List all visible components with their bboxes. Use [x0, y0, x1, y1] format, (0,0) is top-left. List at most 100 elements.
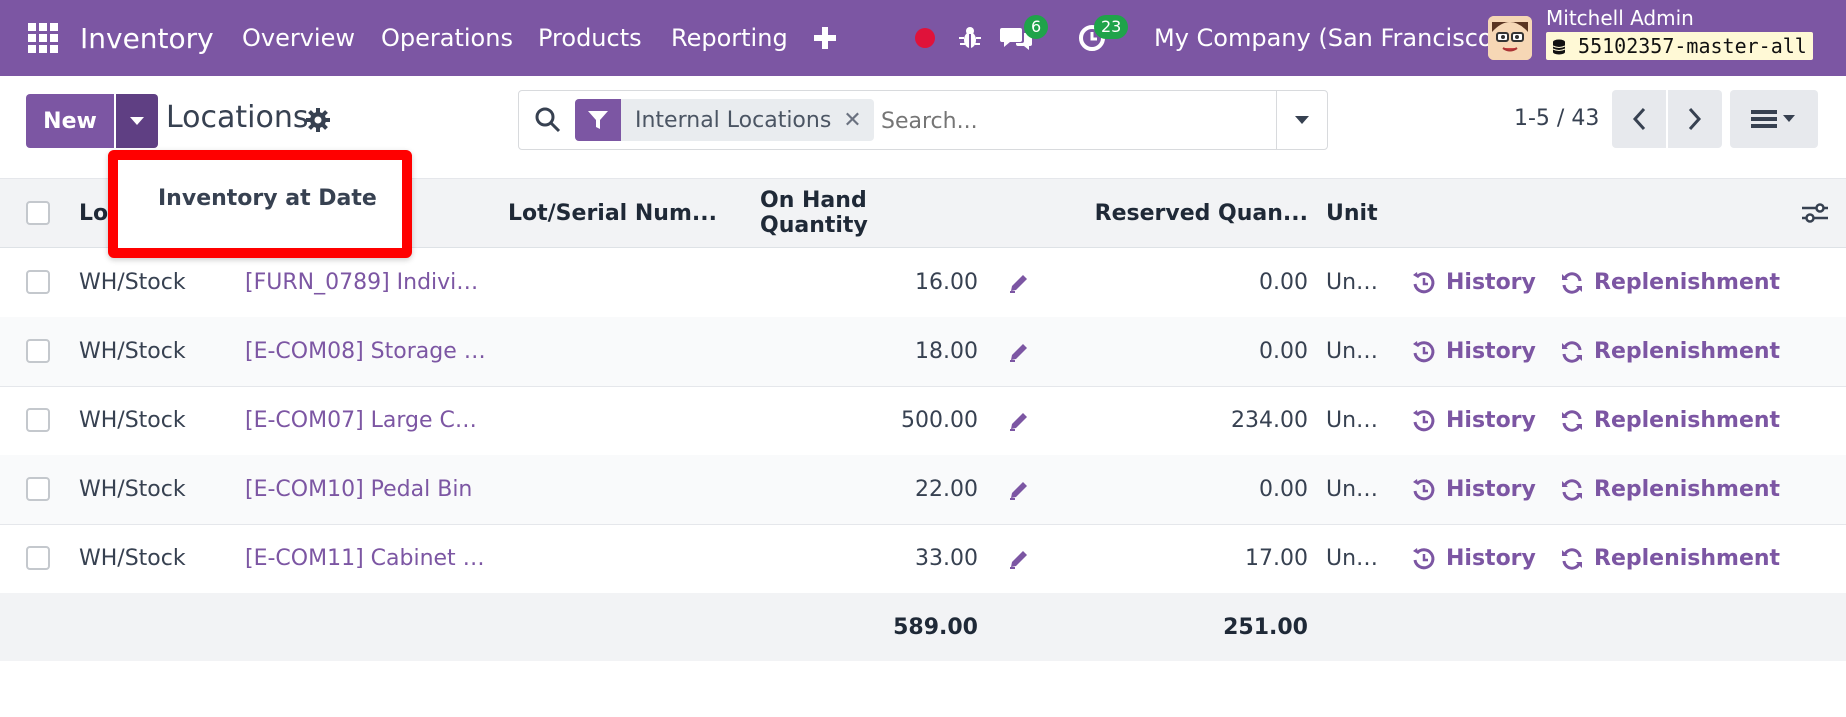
- cell-location: WH/Stock: [79, 546, 186, 571]
- history-icon: [1413, 340, 1435, 362]
- cell-reserved: 17.00: [1245, 546, 1308, 571]
- cell-reserved: 0.00: [1259, 270, 1308, 295]
- pencil-icon[interactable]: [1008, 317, 1030, 386]
- gear-icon[interactable]: [306, 108, 330, 136]
- cell-product[interactable]: [FURN_0789] Indivi…: [245, 270, 479, 295]
- menu-reporting[interactable]: Reporting: [671, 24, 788, 52]
- cell-on-hand: 33.00: [915, 546, 978, 571]
- cell-unit: Un…: [1326, 408, 1379, 433]
- pencil-icon[interactable]: [1008, 248, 1030, 317]
- pencil-icon[interactable]: [1008, 455, 1030, 524]
- cell-reserved: 0.00: [1259, 477, 1308, 502]
- filter-icon: [575, 99, 621, 141]
- table-row[interactable]: WH/Stock [FURN_0789] Indivi… 16.00 0.00 …: [0, 248, 1846, 318]
- cell-unit: Un…: [1326, 339, 1379, 364]
- cell-product[interactable]: [E-COM11] Cabinet …: [245, 546, 485, 571]
- search-options-toggle[interactable]: [1276, 91, 1327, 149]
- messages-icon[interactable]: [1000, 0, 1034, 76]
- view-switcher-button[interactable]: [1730, 90, 1818, 148]
- bug-icon[interactable]: [958, 0, 982, 76]
- search-icon[interactable]: [535, 107, 561, 137]
- cell-location: WH/Stock: [79, 408, 186, 433]
- history-label: History: [1446, 339, 1536, 364]
- replenishment-label: Replenishment: [1594, 477, 1781, 502]
- column-reserved[interactable]: Reserved Quan...: [1094, 200, 1308, 226]
- cell-product[interactable]: [E-COM10] Pedal Bin: [245, 477, 473, 502]
- history-icon: [1413, 478, 1435, 500]
- table-footer-totals: 589.00 251.00: [0, 593, 1846, 661]
- column-lot-serial[interactable]: Lot/Serial Num...: [508, 200, 717, 226]
- row-checkbox[interactable]: [26, 546, 50, 570]
- row-checkbox[interactable]: [26, 339, 50, 363]
- history-button[interactable]: History: [1412, 386, 1536, 455]
- user-name[interactable]: Mitchell Admin: [1546, 6, 1694, 30]
- row-checkbox[interactable]: [26, 477, 50, 501]
- company-switcher[interactable]: My Company (San Francisco): [1154, 24, 1502, 52]
- replenishment-label: Replenishment: [1594, 270, 1781, 295]
- record-dot-icon[interactable]: [914, 0, 936, 76]
- remove-facet-icon[interactable]: ✕: [843, 107, 862, 133]
- replenishment-button[interactable]: Replenishment: [1560, 317, 1780, 386]
- pager-next-button[interactable]: [1668, 90, 1722, 148]
- apps-grid-icon[interactable]: [28, 0, 58, 76]
- pencil-icon[interactable]: [1008, 524, 1030, 593]
- control-panel: New Locations Internal Locations ✕: [0, 76, 1846, 179]
- cell-product[interactable]: [E-COM08] Storage …: [245, 339, 486, 364]
- row-checkbox[interactable]: [26, 408, 50, 432]
- history-label: History: [1446, 270, 1536, 295]
- total-reserved: 251.00: [1223, 615, 1308, 640]
- new-dropdown-menu: Inventory at Date: [108, 150, 412, 258]
- history-label: History: [1446, 408, 1536, 433]
- page-title: Locations: [166, 100, 309, 135]
- history-button[interactable]: History: [1412, 524, 1536, 593]
- table-row[interactable]: WH/Stock [E-COM07] Large C… 500.00 234.0…: [0, 386, 1846, 456]
- history-button[interactable]: History: [1412, 455, 1536, 524]
- cell-on-hand: 18.00: [915, 339, 978, 364]
- pencil-icon[interactable]: [1008, 386, 1030, 455]
- refresh-icon: [1562, 271, 1582, 294]
- row-checkbox[interactable]: [26, 270, 50, 294]
- cell-product[interactable]: [E-COM07] Large C…: [245, 408, 477, 433]
- cell-location: WH/Stock: [79, 477, 186, 502]
- messages-count-badge: 6: [1024, 15, 1049, 39]
- replenishment-button[interactable]: Replenishment: [1560, 248, 1780, 317]
- replenishment-button[interactable]: Replenishment: [1560, 524, 1780, 593]
- replenishment-label: Replenishment: [1594, 408, 1781, 433]
- pager-previous-button[interactable]: [1612, 90, 1666, 148]
- plus-icon[interactable]: [814, 0, 836, 76]
- new-button[interactable]: New: [26, 94, 114, 148]
- pager-value[interactable]: 1-5 / 43: [1514, 106, 1600, 131]
- history-button[interactable]: History: [1412, 248, 1536, 317]
- new-dropdown-toggle[interactable]: [116, 94, 158, 148]
- user-avatar[interactable]: [1488, 0, 1532, 76]
- cell-unit: Un…: [1326, 546, 1379, 571]
- menu-operations[interactable]: Operations: [381, 24, 513, 52]
- column-on-hand[interactable]: On Hand Quantity: [760, 188, 868, 238]
- history-icon: [1413, 409, 1435, 431]
- table-row[interactable]: WH/Stock [E-COM10] Pedal Bin 22.00 0.00 …: [0, 455, 1846, 525]
- search-facet: Internal Locations ✕: [575, 99, 874, 141]
- table-row[interactable]: WH/Stock [E-COM08] Storage … 18.00 0.00 …: [0, 317, 1846, 387]
- select-all-checkbox[interactable]: [26, 201, 50, 225]
- replenishment-button[interactable]: Replenishment: [1560, 386, 1780, 455]
- cell-reserved: 0.00: [1259, 339, 1308, 364]
- refresh-icon: [1562, 547, 1582, 570]
- refresh-icon: [1562, 478, 1582, 501]
- caret-down-icon: [130, 117, 144, 125]
- app-name[interactable]: Inventory: [80, 21, 214, 55]
- menu-products[interactable]: Products: [538, 24, 642, 52]
- table-row[interactable]: WH/Stock [E-COM11] Cabinet … 33.00 17.00…: [0, 524, 1846, 594]
- list-view-icon: [1751, 110, 1795, 128]
- inventory-at-date-item[interactable]: Inventory at Date: [158, 186, 377, 211]
- cell-on-hand: 16.00: [915, 270, 978, 295]
- column-unit[interactable]: Unit: [1326, 200, 1378, 226]
- replenishment-button[interactable]: Replenishment: [1560, 455, 1780, 524]
- cell-reserved: 234.00: [1231, 408, 1308, 433]
- facet-label: Internal Locations: [635, 107, 832, 133]
- cell-on-hand: 22.00: [915, 477, 978, 502]
- cell-unit: Un…: [1326, 477, 1379, 502]
- optional-columns-icon[interactable]: [1800, 179, 1830, 247]
- menu-overview[interactable]: Overview: [242, 24, 355, 52]
- history-button[interactable]: History: [1412, 317, 1536, 386]
- search-input[interactable]: [879, 99, 1243, 143]
